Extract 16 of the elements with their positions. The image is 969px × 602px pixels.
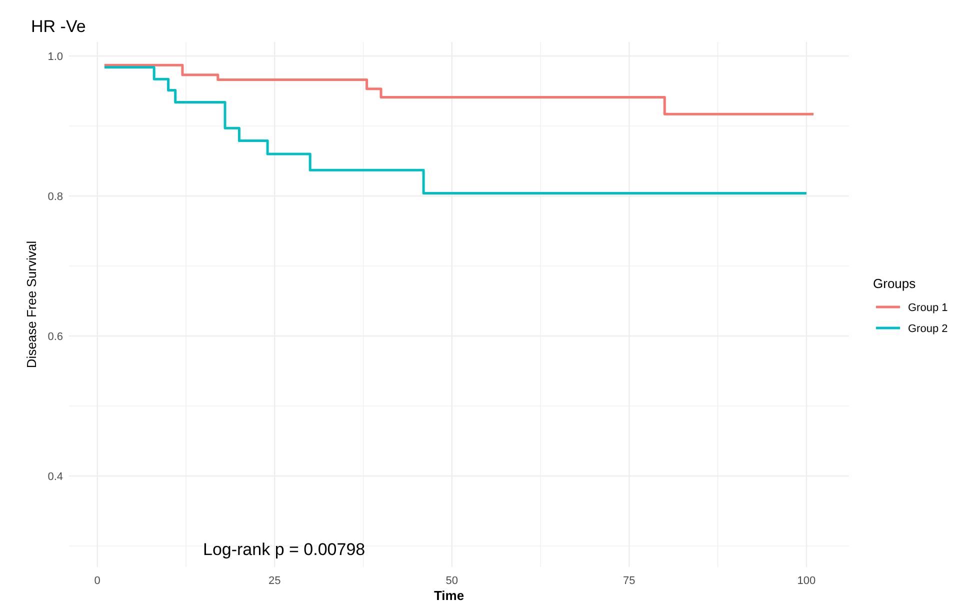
legend-label: Group 1 [908,302,948,314]
y-tick-label: 1.0 [48,51,63,63]
annotation: Log-rank p = 0.00798 [203,540,366,559]
y-tick-label: 0.6 [48,331,63,343]
chart-title: HR -Ve [31,17,86,36]
x-tick-label: 25 [268,575,281,587]
x-tick-label: 0 [94,575,100,587]
x-tick-label: 50 [446,575,458,587]
x-tick-label: 100 [797,575,816,587]
y-axis-title: Disease Free Survival [24,240,39,368]
x-axis-title: Time [434,588,464,602]
y-tick-label: 0.8 [48,191,63,203]
y-tick-label: 0.4 [48,471,63,483]
legend-label: Group 2 [908,323,948,335]
legend-title: Groups [873,276,916,291]
x-tick-label: 75 [623,575,636,587]
